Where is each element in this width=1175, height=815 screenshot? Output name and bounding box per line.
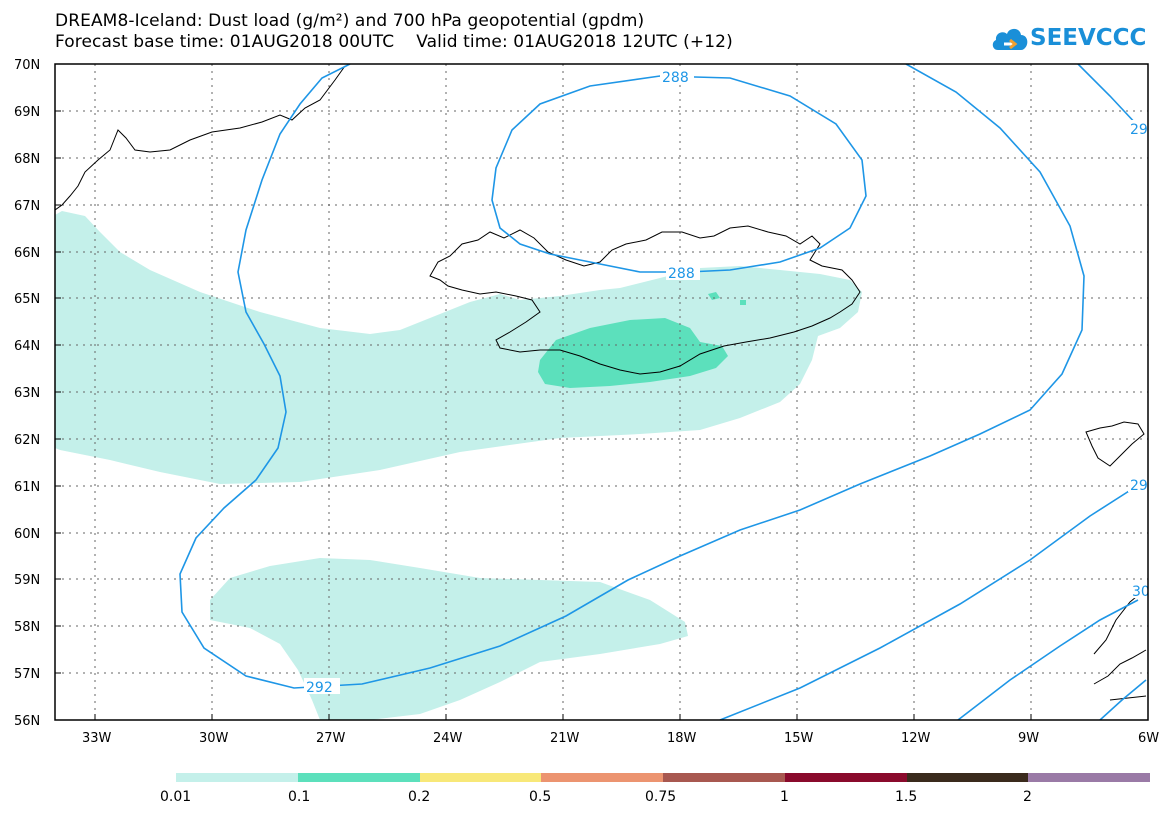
contour-30b bbox=[1099, 679, 1147, 720]
colorbar: 0.01 0.1 0.2 0.5 0.75 1 1.5 2 bbox=[160, 773, 1150, 805]
lat-label: 60N bbox=[14, 527, 40, 542]
colorbar-swatch bbox=[1028, 773, 1150, 782]
contour-label: 292 bbox=[306, 680, 333, 696]
lat-label: 69N bbox=[14, 105, 40, 120]
colorbar-label: 1 bbox=[780, 789, 789, 805]
contour-label-group: 288 288 292 29 29 30 bbox=[304, 68, 1150, 696]
lat-label: 63N bbox=[14, 386, 40, 401]
colorbar-swatch bbox=[298, 773, 420, 782]
lat-label: 62N bbox=[14, 433, 40, 448]
colorbar-label: 0.2 bbox=[408, 789, 430, 805]
lat-label: 65N bbox=[14, 292, 40, 307]
contour-30 bbox=[957, 599, 1139, 720]
coastline-faroes bbox=[1085, 421, 1145, 467]
coastlines bbox=[55, 65, 1148, 701]
contour-label: 288 bbox=[668, 266, 695, 282]
colorbar-label: 0.1 bbox=[288, 789, 310, 805]
graticule bbox=[55, 64, 1148, 720]
lat-label: 56N bbox=[14, 714, 40, 729]
dust-area-mid bbox=[538, 318, 728, 388]
cloud-icon bbox=[992, 28, 1028, 50]
contour-29-lower bbox=[719, 483, 1141, 720]
map-title: DREAM8-Iceland: Dust load (g/m²) and 700… bbox=[55, 11, 645, 31]
lat-label: 70N bbox=[14, 58, 40, 73]
lon-label: 27W bbox=[316, 731, 346, 746]
contour-label: 30 bbox=[1132, 584, 1150, 600]
colorbar-label: 1.5 bbox=[895, 789, 917, 805]
dust-area-low-south bbox=[210, 558, 688, 720]
colorbar-swatch bbox=[663, 773, 785, 782]
lat-label: 64N bbox=[14, 339, 40, 354]
seevccc-logo: SEEVCCC bbox=[990, 22, 1165, 56]
lon-label: 33W bbox=[82, 731, 112, 746]
dust-area-low bbox=[55, 211, 862, 484]
axis-ticks bbox=[55, 110, 1032, 720]
coastline-iceland bbox=[429, 225, 861, 375]
lat-label: 67N bbox=[14, 199, 40, 214]
colorbar-label: 0.75 bbox=[645, 789, 676, 805]
colorbar-swatch bbox=[907, 773, 1028, 782]
lon-label: 12W bbox=[901, 731, 931, 746]
lon-label: 30W bbox=[199, 731, 229, 746]
latitude-labels: 70N 69N 68N 67N 66N 65N 64N 63N 62N 61N … bbox=[14, 58, 40, 729]
colorbar-swatch bbox=[420, 773, 541, 782]
colorbar-swatch bbox=[541, 773, 663, 782]
lat-label: 68N bbox=[14, 152, 40, 167]
contour-288-ring bbox=[491, 75, 867, 273]
contour-label: 29 bbox=[1130, 122, 1148, 138]
contour-label: 29 bbox=[1130, 478, 1148, 494]
lat-label: 66N bbox=[14, 246, 40, 261]
logo-text: SEEVCCC bbox=[1030, 25, 1147, 51]
dust-area-mid-spot2 bbox=[740, 300, 746, 305]
coastline-scotland bbox=[1093, 587, 1148, 701]
lat-label: 59N bbox=[14, 573, 40, 588]
contour-29-upper bbox=[1077, 64, 1139, 127]
lon-label: 24W bbox=[433, 731, 463, 746]
colorbar-label: 2 bbox=[1023, 789, 1032, 805]
colorbar-swatch bbox=[176, 773, 298, 782]
dust-area-mid-spot bbox=[708, 292, 720, 300]
map-subtitle: Forecast base time: 01AUG2018 00UTC Vali… bbox=[55, 32, 733, 52]
lat-label: 57N bbox=[14, 667, 40, 682]
colorbar-swatch bbox=[785, 773, 907, 782]
lat-label: 61N bbox=[14, 480, 40, 495]
lon-label: 21W bbox=[550, 731, 580, 746]
lon-label: 9W bbox=[1018, 731, 1039, 746]
colorbar-label: 0.01 bbox=[160, 789, 191, 805]
lon-label: 18W bbox=[667, 731, 697, 746]
lon-label: 15W bbox=[784, 731, 814, 746]
longitude-labels: 33W 30W 27W 24W 21W 18W 15W 12W 9W 6W bbox=[82, 731, 1159, 746]
lat-label: 58N bbox=[14, 620, 40, 635]
coastline-greenland bbox=[55, 65, 346, 211]
lon-label: 6W bbox=[1138, 731, 1159, 746]
contour-label: 288 bbox=[662, 70, 689, 86]
colorbar-label: 0.5 bbox=[529, 789, 551, 805]
